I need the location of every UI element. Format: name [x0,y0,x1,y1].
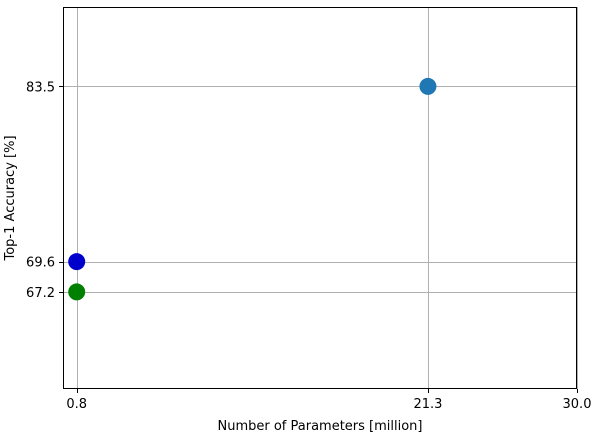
x-tick-label: 0.8 [66,397,87,412]
y-tick-label: 69.6 [26,256,55,271]
x-tick-label: 21.3 [413,397,442,412]
data-points [68,77,437,301]
x-axis-label: Number of Parameters [million] [217,419,422,434]
y-tick-label: 67.2 [26,286,55,301]
y-axis-label: Top-1 Accuracy [%] [3,135,18,261]
plot-area-frame [63,7,577,389]
axis-ticks: 0.8 21.3 30.0 67.2 69.6 83.5 [26,80,591,412]
grid-lines [63,7,578,389]
x-tick-label: 30.0 [563,397,592,412]
data-point [68,253,86,271]
y-tick-label: 83.5 [26,80,55,95]
data-point [419,77,437,95]
data-point [68,283,86,301]
